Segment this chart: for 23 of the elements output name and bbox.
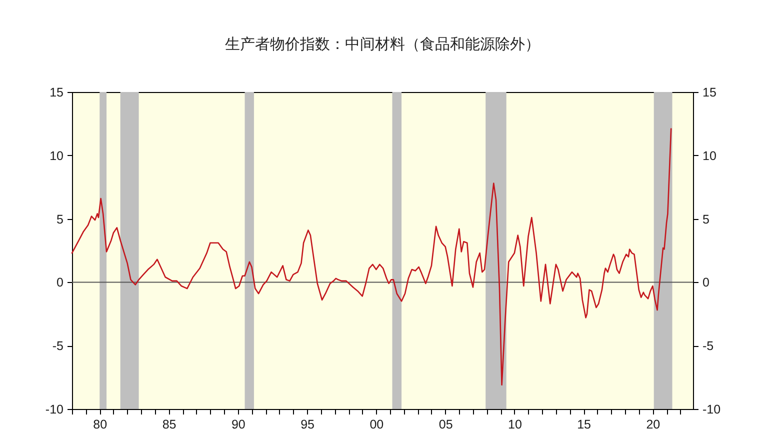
chart-title: 生产者物价指数：中间材料（食品和能源除外） [225, 36, 540, 53]
y-tick-label: 10 [50, 148, 64, 163]
y2-tick-label: -5 [702, 339, 714, 354]
y2-tick-label: 10 [702, 148, 716, 163]
y2-tick-label: -10 [702, 402, 721, 416]
x-tick-label: 15 [577, 418, 592, 432]
x-tick-label: 85 [162, 418, 176, 432]
x-tick-label: 10 [508, 418, 522, 432]
line-series [71, 128, 672, 386]
y-tick-label: 5 [56, 212, 64, 226]
x-tick-label: 90 [231, 418, 246, 432]
y2-tick-label: 5 [702, 212, 710, 226]
y-tick-label: -5 [52, 339, 64, 354]
y-tick-label: -10 [45, 402, 64, 416]
y-tick-label: 15 [50, 86, 64, 100]
x-tick-label: 95 [300, 418, 315, 432]
x-tick-label: 80 [93, 418, 108, 432]
y2-tick-label: 15 [702, 86, 716, 100]
y-tick-label: 0 [56, 276, 64, 290]
x-tick-label: 05 [438, 418, 453, 432]
x-tick-label: 00 [370, 418, 384, 432]
y2-tick-label: 0 [702, 276, 710, 290]
x-tick-label: 20 [646, 418, 660, 432]
